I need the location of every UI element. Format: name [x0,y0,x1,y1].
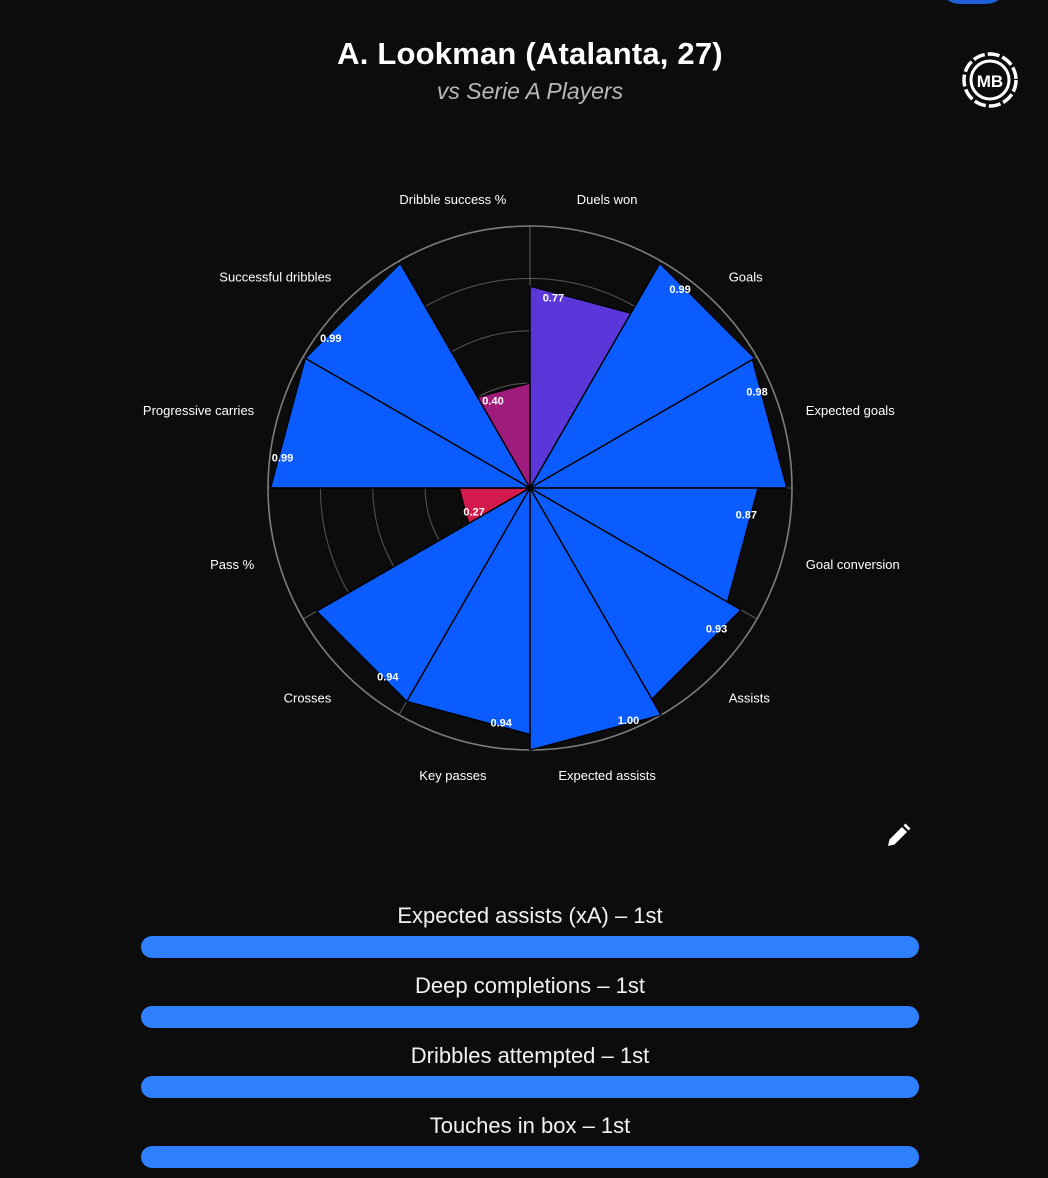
value-label: 0.94 [377,672,399,684]
category-label-progressive-carries: Progressive carries [143,403,255,418]
metric-item: Touches in box – 1st [141,1108,919,1178]
category-label-successful-dribbles: Successful dribbles [219,269,331,284]
slice-separator [529,487,742,611]
slice-separator [305,357,531,489]
value-label: 0.99 [272,453,293,465]
metric-label: Dribbles attempted – 1st [410,1043,650,1068]
category-label-assists: Assists [729,691,771,706]
chart-separators [270,263,787,750]
metric-item: Deep completions – 1st [141,968,919,1038]
logo-text: MB [977,72,1003,91]
slice-separator [406,487,531,702]
slice-separator [399,263,531,489]
value-label: 1.00 [618,715,639,727]
category-label-key-passes: Key passes [419,768,487,783]
top-accent [938,0,1008,4]
metric-bar [141,1076,919,1098]
metric-label: Touches in box – 1st [429,1113,631,1138]
value-label: 0.87 [736,510,757,522]
slice-separator [316,487,531,612]
pencil-icon[interactable] [884,822,912,850]
chart-labels: 0.77 0.99 0.98 0.87 0.93 1.00 0.94 0.94 0.27 0.99… [143,192,900,783]
value-label: 0.99 [669,284,690,296]
metric-item: Expected assists (xA) – 1st [141,898,919,968]
value-label: 0.93 [706,624,727,636]
chart-title: A. Lookman (Atalanta, 27) [337,36,723,71]
value-label: 0.77 [543,293,564,305]
value-label: 0.94 [490,718,512,730]
metric-list: Expected assists (xA) – 1st Deep complet… [141,898,919,1178]
category-label-expected-goals: Expected goals [806,403,895,418]
metric-item: Dribbles attempted – 1st [141,1038,919,1108]
metric-label: Expected assists (xA) – 1st [397,903,663,928]
radar-chart: 0.77 0.99 0.98 0.87 0.93 1.00 0.94 0.94 0.27 0.99… [143,192,900,783]
chart-bars [269,262,788,751]
category-label-goals: Goals [729,269,763,284]
category-label-goal-conversion: Goal conversion [806,557,900,572]
category-label-duels-won: Duels won [577,192,638,207]
category-label-crosses: Crosses [284,691,332,706]
category-label-dribble-success-pct: Dribble success % [399,192,506,207]
slice-separator [529,357,755,489]
value-label: 0.98 [746,387,767,399]
slice-separator [529,263,661,489]
value-label: 0.40 [482,396,503,408]
chart-subtitle: vs Serie A Players [436,78,624,104]
category-label-expected-assists: Expected assists [558,768,656,783]
category-label-pass-pct: Pass % [210,557,255,572]
value-label: 0.27 [463,507,484,519]
metric-bar [141,1006,919,1028]
slice-separator [529,487,662,716]
metric-label: Deep completions – 1st [415,973,645,998]
mb-logo-icon: MB [961,51,1019,109]
metric-bar [141,936,919,958]
chart-header: A. Lookman (Atalanta, 27) vs Serie A Pla… [0,34,1048,106]
metric-bar [141,1146,919,1168]
value-label: 0.99 [320,333,341,345]
chart-center [527,485,533,491]
